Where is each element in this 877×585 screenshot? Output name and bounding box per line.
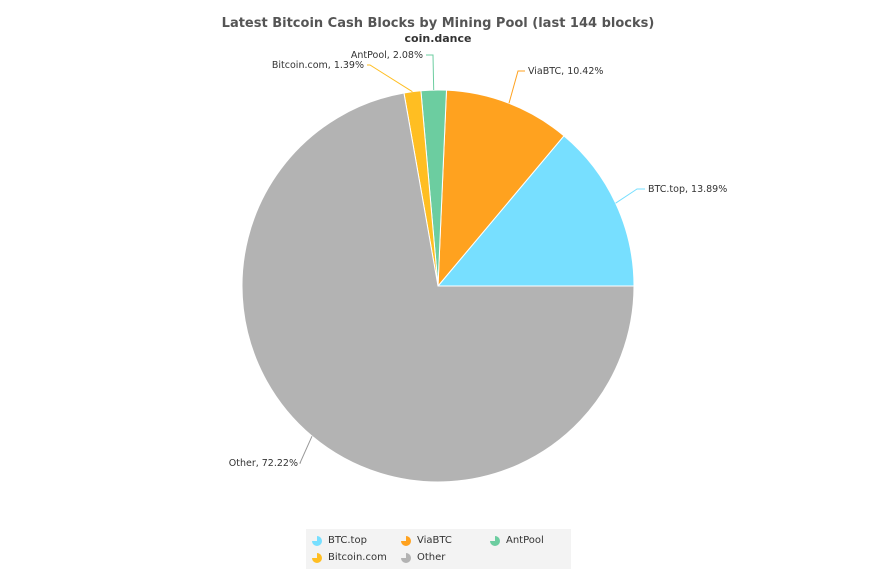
pie-slice-viabtc[interactable]	[437, 89, 565, 288]
slice-label-btc-top: BTC.top, 13.89%	[648, 184, 727, 195]
pie-slice-btc-top[interactable]	[436, 135, 635, 287]
legend-label: Bitcoin.com	[328, 552, 387, 563]
pie-icon	[312, 535, 322, 546]
legend-item-bitcoin-com[interactable]: Bitcoin.com	[312, 552, 387, 563]
slice-label-bitcoin-com: Bitcoin.com, 1.39%	[272, 60, 364, 71]
slice-label-other: Other, 72.22%	[229, 458, 298, 469]
label-connector-bitcoin-com	[367, 64, 413, 93]
pie-slices	[241, 89, 635, 483]
legend-label: Other	[417, 552, 446, 563]
chart-title: Latest Bitcoin Cash Blocks by Mining Poo…	[222, 16, 655, 31]
pie-icon	[312, 552, 322, 563]
legend-label: ViaBTC	[417, 535, 452, 546]
label-connector-other	[299, 435, 313, 464]
legend-label: AntPool	[506, 535, 544, 546]
pie-icon	[490, 535, 500, 546]
chart-legend: BTC.top ViaBTC AntPool Bitcoin.com Other	[306, 529, 571, 569]
pie-slice-other[interactable]	[241, 92, 635, 483]
legend-item-antpool[interactable]: AntPool	[490, 535, 544, 546]
legend-label: BTC.top	[328, 535, 367, 546]
legend-item-btc-top[interactable]: BTC.top	[312, 535, 367, 546]
label-connector-viabtc	[508, 70, 525, 104]
slice-label-viabtc: ViaBTC, 10.42%	[528, 66, 603, 77]
label-connector-btc-top	[615, 188, 645, 204]
chart-subtitle: coin.dance	[405, 32, 472, 45]
pie-labels: BTC.top, 13.89% ViaBTC, 10.42% AntPool, 2.…	[229, 50, 728, 469]
label-connector-antpool	[426, 54, 435, 91]
pie-icon	[401, 535, 411, 546]
slice-label-antpool: AntPool, 2.08%	[351, 50, 423, 61]
legend-item-other[interactable]: Other	[401, 552, 445, 563]
pie-icon	[401, 552, 411, 563]
legend-item-viabtc[interactable]: ViaBTC	[401, 535, 452, 546]
